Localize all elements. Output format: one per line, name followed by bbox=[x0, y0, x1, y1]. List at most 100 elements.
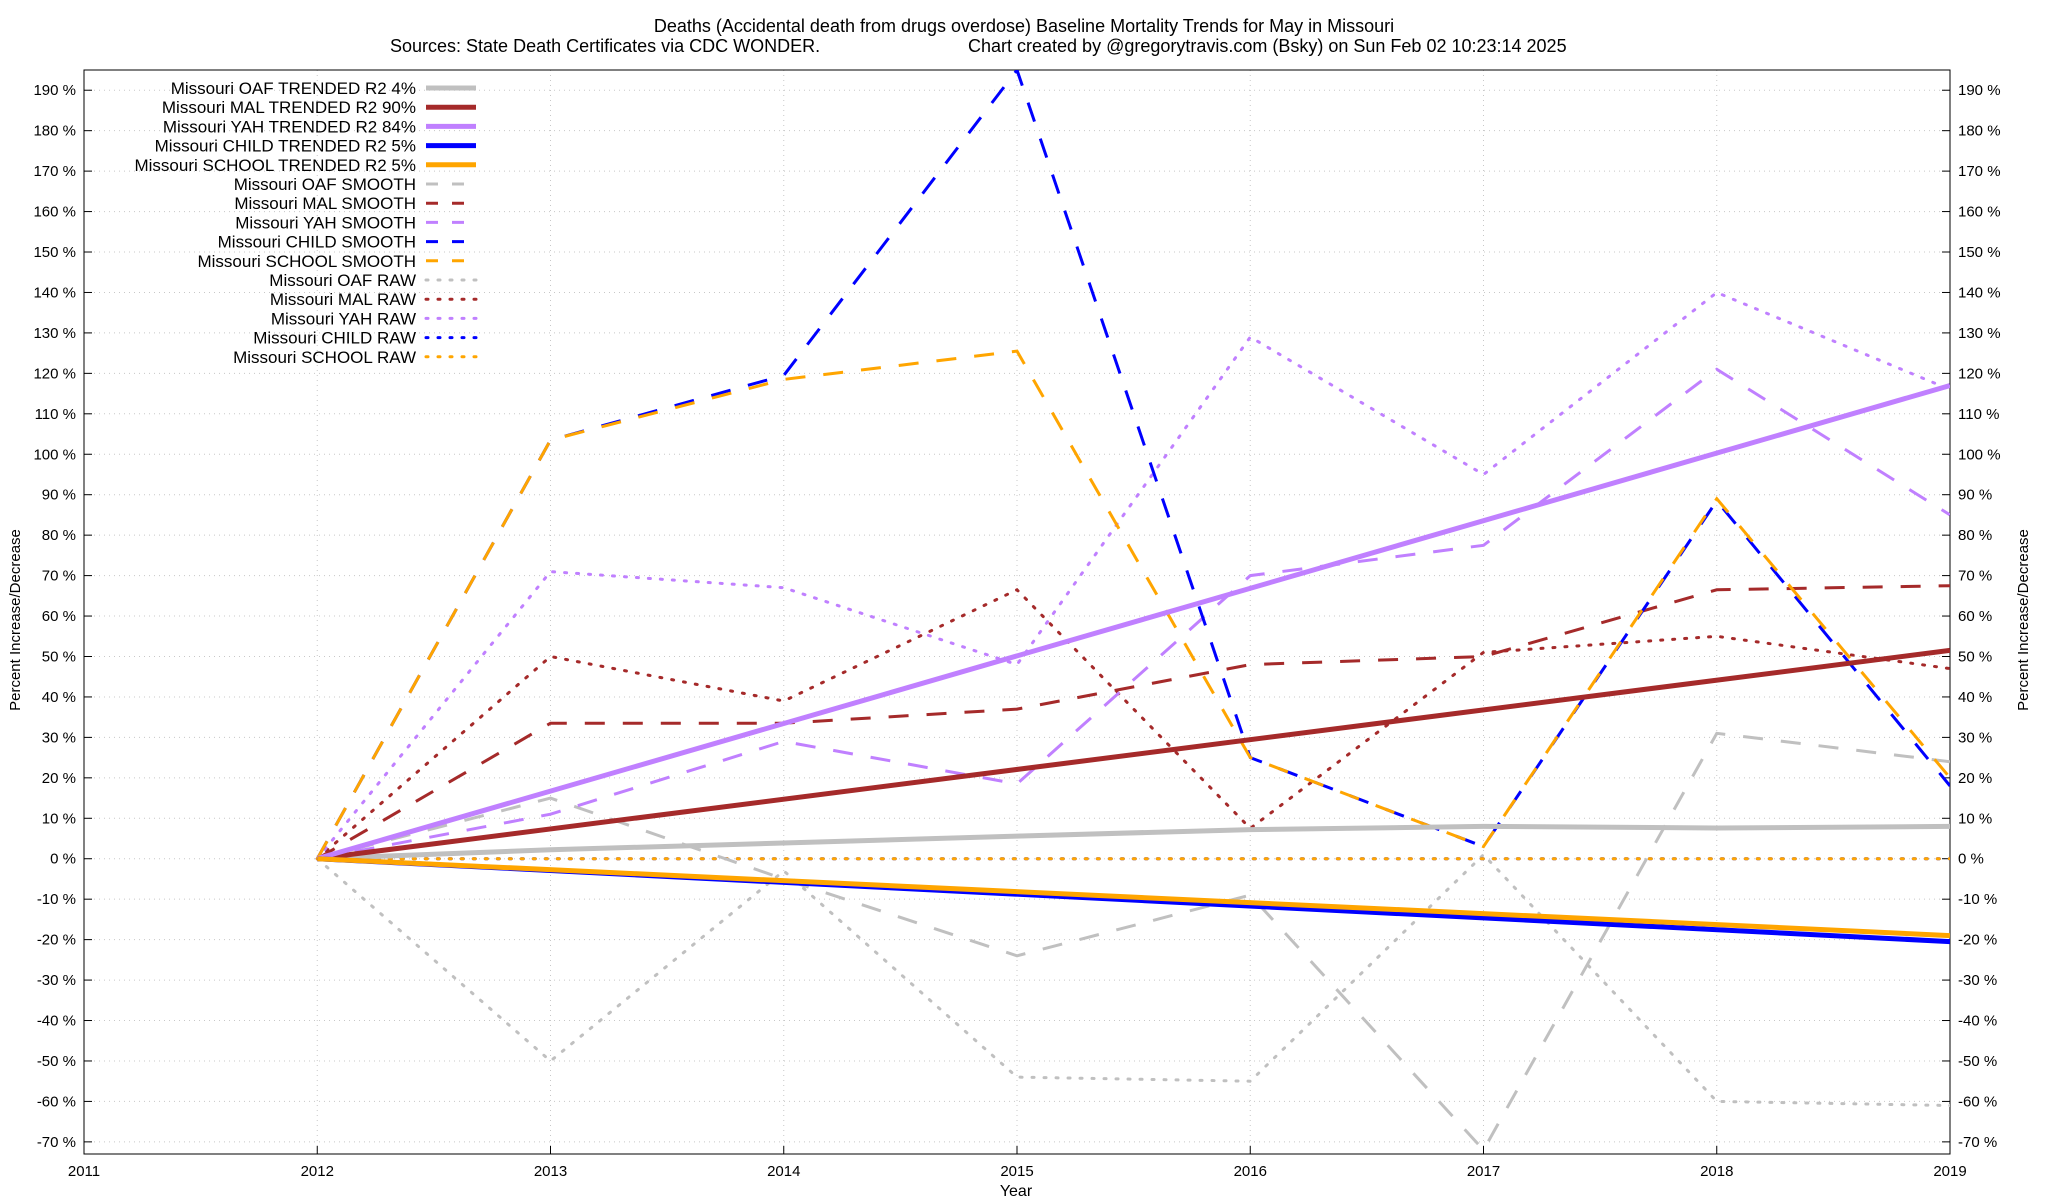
y-tick-label-left: 50 % bbox=[42, 648, 76, 665]
y-tick-label-right: 70 % bbox=[1958, 568, 1992, 585]
y-tick-label-right: 130 % bbox=[1958, 325, 2001, 342]
x-tick-label: 2016 bbox=[1234, 1163, 1267, 1180]
y-tick-label-right: 170 % bbox=[1958, 163, 2001, 180]
series-lines bbox=[315, 70, 1950, 1153]
legend-label: Missouri YAH SMOOTH bbox=[235, 213, 416, 232]
y-tick-label-right: 20 % bbox=[1958, 770, 1992, 787]
y-tick-label-right: -30 % bbox=[1958, 972, 1997, 989]
x-tick-label: 2012 bbox=[301, 1163, 334, 1180]
legend-label: Missouri SCHOOL TRENDED R2 5% bbox=[134, 156, 416, 175]
y-tick-label-right: 120 % bbox=[1958, 365, 2001, 382]
series-line-mal-raw bbox=[315, 587, 1950, 861]
grid bbox=[83, 70, 1951, 1154]
legend-label: Missouri OAF SMOOTH bbox=[234, 175, 416, 194]
y-tick-label-left: 20 % bbox=[42, 770, 76, 787]
y-tick-label-right: 160 % bbox=[1958, 204, 2001, 221]
chart-title: Deaths (Accidental death from drugs over… bbox=[654, 16, 1394, 36]
series-line-mal-trended-r bbox=[316, 647, 1950, 862]
y-tick-label-left: 0 % bbox=[50, 851, 76, 868]
legend-label: Missouri MAL RAW bbox=[270, 290, 416, 309]
y-tick-label-right: 110 % bbox=[1958, 406, 1999, 423]
x-tick-label: 2018 bbox=[1700, 1163, 1733, 1180]
y-tick-label-left: -10 % bbox=[37, 891, 76, 908]
series-line-yah-smooth bbox=[317, 367, 1950, 861]
legend-label: Missouri MAL SMOOTH bbox=[234, 194, 416, 213]
chart-subtitle-source: Sources: State Death Certificates via CD… bbox=[390, 36, 820, 56]
y-tick-label-right: 60 % bbox=[1958, 608, 1992, 625]
y-tick-label-left: 180 % bbox=[33, 123, 76, 140]
y-tick-label-right: 190 % bbox=[1958, 82, 2001, 99]
y-tick-label-right: 50 % bbox=[1958, 648, 1992, 665]
y-tick-label-left: 140 % bbox=[33, 284, 76, 301]
x-tick-label: 2011 bbox=[68, 1163, 100, 1180]
y-tick-label-left: -40 % bbox=[37, 1013, 76, 1030]
x-tick-label: 2019 bbox=[1933, 1163, 1966, 1180]
x-tick-label: 2014 bbox=[767, 1163, 800, 1180]
legend-label: Missouri OAF RAW bbox=[269, 271, 416, 290]
y-tick-label-left: -30 % bbox=[37, 972, 76, 989]
legend-label: Missouri CHILD SMOOTH bbox=[218, 233, 416, 252]
y-tick-label-left: 90 % bbox=[42, 487, 76, 504]
chart-subtitle-credit: Chart created by @gregorytravis.com (Bsk… bbox=[968, 36, 1567, 56]
legend-label: Missouri MAL TRENDED R2 90% bbox=[162, 98, 416, 117]
series-line-oaf-trended-r bbox=[317, 823, 1950, 862]
y-tick-label-right: 140 % bbox=[1958, 284, 2001, 301]
legend-label: Missouri CHILD TRENDED R2 5% bbox=[155, 137, 416, 156]
axes: 190 % 190 % 180 % 180 % 170 % 170 % 160 % 160 %… bbox=[33, 69, 2001, 1180]
y-tick-label-left: 160 % bbox=[33, 204, 76, 221]
series-line-oaf-smooth bbox=[316, 731, 1950, 1153]
y-tick-label-left: -70 % bbox=[37, 1134, 76, 1151]
y-tick-label-left: 40 % bbox=[42, 689, 76, 706]
y-tick-label-left: 80 % bbox=[42, 527, 76, 544]
y-tick-label-right: -60 % bbox=[1958, 1093, 1997, 1110]
series-line-school-trended-r bbox=[317, 856, 1950, 939]
legend-label: Missouri YAH TRENDED R2 84% bbox=[163, 117, 416, 136]
y-tick-label-left: 100 % bbox=[33, 446, 76, 463]
y-tick-label-right: -40 % bbox=[1958, 1013, 1997, 1030]
y-tick-label-right: -50 % bbox=[1958, 1053, 1997, 1070]
y-tick-label-right: 150 % bbox=[1958, 244, 2001, 261]
y-tick-label-right: -70 % bbox=[1958, 1134, 1997, 1151]
y-tick-label-right: 180 % bbox=[1958, 123, 2001, 140]
series-line-oaf-raw bbox=[315, 852, 1950, 1107]
y-tick-label-left: -50 % bbox=[37, 1053, 76, 1070]
y-tick-label-left: 110 % bbox=[35, 406, 76, 423]
x-axis-label: Year bbox=[1000, 1183, 1033, 1200]
y-tick-label-left: 30 % bbox=[42, 729, 76, 746]
legend-label: Missouri CHILD RAW bbox=[253, 329, 416, 348]
y-tick-label-right: 80 % bbox=[1958, 527, 1992, 544]
legend-label: Missouri OAF TRENDED R2 4% bbox=[171, 79, 416, 98]
y-tick-label-right: -20 % bbox=[1958, 932, 1997, 949]
legend-label: Missouri SCHOOL RAW bbox=[233, 348, 416, 367]
y-tick-label-left: 10 % bbox=[42, 810, 76, 827]
x-tick-label: 2013 bbox=[534, 1163, 567, 1180]
y-tick-label-left: 60 % bbox=[42, 608, 76, 625]
y-tick-label-left: 120 % bbox=[33, 365, 76, 382]
y-tick-label-left: 150 % bbox=[33, 244, 76, 261]
series-line-yah-raw bbox=[315, 290, 1950, 861]
y-tick-label-left: -60 % bbox=[37, 1093, 76, 1110]
y-tick-label-left: 130 % bbox=[33, 325, 76, 342]
y-tick-label-right: 10 % bbox=[1958, 810, 1992, 827]
y-tick-label-right: 30 % bbox=[1958, 729, 1992, 746]
y-tick-label-left: 190 % bbox=[33, 82, 76, 99]
y-tick-label-right: 0 % bbox=[1958, 851, 1984, 868]
x-tick-label: 2017 bbox=[1467, 1163, 1500, 1180]
y-tick-label-right: 40 % bbox=[1958, 689, 1992, 706]
y-tick-label-left: 170 % bbox=[33, 163, 76, 180]
legend: Missouri OAF TRENDED R2 4%Missouri MAL T… bbox=[134, 79, 478, 367]
series-line-school-smooth bbox=[315, 349, 1950, 860]
y-tick-label-left: -20 % bbox=[37, 932, 76, 949]
y-axis-label-right: Percent Increase/Decrease bbox=[2015, 529, 2032, 711]
y-tick-label-left: 70 % bbox=[42, 568, 76, 585]
y-axis-label-left: Percent Increase/Decrease bbox=[7, 529, 24, 711]
x-tick-label: 2015 bbox=[1000, 1163, 1033, 1180]
series-line-mal-smooth bbox=[316, 584, 1950, 860]
series-line-yah-trended-r bbox=[316, 383, 1950, 862]
legend-label: Missouri SCHOOL SMOOTH bbox=[197, 252, 416, 271]
y-tick-label-right: 100 % bbox=[1958, 446, 2001, 463]
y-tick-label-right: -10 % bbox=[1958, 891, 1997, 908]
legend-label: Missouri YAH RAW bbox=[271, 309, 416, 328]
y-tick-label-right: 90 % bbox=[1958, 487, 1992, 504]
